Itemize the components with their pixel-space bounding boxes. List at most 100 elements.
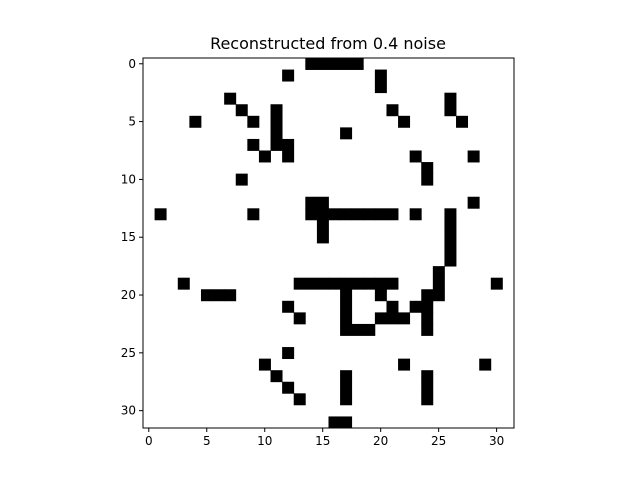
heatmap-cell: [432, 277, 445, 290]
heatmap-cell: [374, 81, 387, 94]
heatmap-cell: [235, 104, 248, 117]
heatmap-cell: [444, 231, 457, 244]
heatmap-cell: [316, 231, 329, 244]
heatmap-cell: [479, 358, 492, 371]
chart-title: Reconstructed from 0.4 noise: [210, 34, 446, 53]
heatmap-cell: [363, 208, 376, 221]
heatmap-cell: [328, 416, 341, 429]
heatmap-cell: [154, 208, 167, 221]
heatmap-cell: [258, 358, 271, 371]
y-tick-label: 10: [121, 172, 136, 186]
heatmap-cell: [305, 58, 318, 70]
heatmap-cell: [398, 115, 411, 128]
x-tick-label: 15: [315, 434, 330, 448]
heatmap-cell: [351, 208, 364, 221]
y-axis: 0 5 10 15 20 25 30: [121, 57, 143, 418]
heatmap-cell: [316, 277, 329, 290]
heatmap-cell: [282, 69, 295, 82]
heatmap-cell: [374, 312, 387, 325]
heatmap-cell: [316, 196, 329, 209]
heatmap-cell: [270, 115, 283, 128]
x-tick-label: 20: [373, 434, 388, 448]
heatmap-cell: [456, 115, 469, 128]
heatmap-cell: [247, 138, 260, 151]
heatmap-cell: [293, 277, 306, 290]
heatmap-cell: [340, 58, 353, 70]
heatmap-cell: [444, 208, 457, 221]
heatmap-cell: [224, 289, 237, 302]
heatmap-cell: [293, 393, 306, 406]
heatmap-cell: [328, 58, 341, 70]
x-tick-label: 25: [431, 434, 446, 448]
heatmap-cell: [177, 277, 190, 290]
heatmap-cell: [340, 416, 353, 429]
heatmap-cell: [444, 243, 457, 255]
heatmap-cell: [305, 208, 318, 221]
heatmap-cell: [282, 347, 295, 360]
heatmap-cell: [340, 381, 353, 394]
heatmap-cell: [235, 173, 248, 186]
heatmap-cell: [189, 115, 202, 128]
heatmap-cell: [282, 300, 295, 313]
heatmap-cell: [351, 323, 364, 336]
heatmap-cell: [316, 208, 329, 221]
y-tick-label: 20: [121, 288, 136, 302]
x-tick-label: 30: [489, 434, 504, 448]
heatmap-cell: [421, 312, 434, 325]
heatmap-cell: [467, 150, 480, 163]
heatmap-cell: [386, 104, 399, 117]
heatmap-cells: [154, 58, 503, 429]
heatmap-cell: [270, 127, 283, 140]
heatmap-cell: [386, 312, 399, 325]
x-tick-label: 0: [145, 434, 153, 448]
heatmap-cell: [432, 289, 445, 302]
heatmap-cell: [270, 138, 283, 151]
heatmap-cell: [351, 58, 364, 70]
plot-frame: [142, 57, 515, 429]
heatmap-cell: [247, 208, 260, 221]
y-tick-label: 30: [121, 404, 136, 418]
heatmap-cell: [340, 289, 353, 302]
heatmap-cell: [293, 312, 306, 325]
heatmap-cell: [374, 69, 387, 82]
heatmap-cell: [340, 300, 353, 313]
heatmap-cell: [340, 370, 353, 383]
heatmap-cell: [421, 323, 434, 336]
heatmap-cell: [421, 370, 434, 383]
heatmap-cell: [421, 162, 434, 175]
heatmap-cell: [340, 312, 353, 325]
heatmap-cell: [421, 393, 434, 406]
heatmap-cell: [200, 289, 213, 302]
heatmap-cell: [282, 150, 295, 163]
heatmap-cell: [363, 277, 376, 290]
heatmap-cell: [398, 358, 411, 371]
y-tick-label: 0: [128, 57, 136, 71]
heatmap-cell: [374, 277, 387, 290]
y-tick-label: 15: [121, 230, 136, 244]
heatmap-cell: [328, 208, 341, 221]
y-tick-label: 5: [128, 115, 136, 129]
heatmap-cell: [409, 300, 422, 313]
heatmap-cell: [386, 277, 399, 290]
heatmap-cell: [282, 138, 295, 151]
heatmap-cell: [305, 277, 318, 290]
x-tick-label: 5: [203, 434, 211, 448]
heatmap-cell: [328, 277, 341, 290]
heatmap-cell: [409, 150, 422, 163]
heatmap-cell: [340, 208, 353, 221]
heatmap-cell: [351, 277, 364, 290]
heatmap-cell: [305, 196, 318, 209]
heatmap-cell: [247, 115, 260, 128]
heatmap-cell: [340, 127, 353, 140]
heatmap-cell: [386, 300, 399, 313]
heatmap-cell: [270, 104, 283, 117]
heatmap-cell: [316, 219, 329, 232]
heatmap-cell: [467, 196, 480, 209]
heatmap-cell: [270, 370, 283, 383]
heatmap-cell: [282, 381, 295, 394]
heatmap-cell: [444, 104, 457, 117]
heatmap-cell: [421, 381, 434, 394]
heatmap-cell: [444, 254, 457, 267]
heatmap-cell: [316, 58, 329, 70]
